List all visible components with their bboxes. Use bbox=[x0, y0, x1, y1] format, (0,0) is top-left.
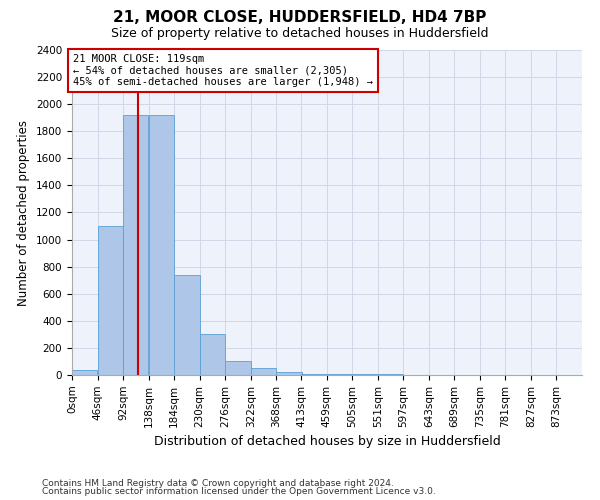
X-axis label: Distribution of detached houses by size in Huddersfield: Distribution of detached houses by size … bbox=[154, 435, 500, 448]
Text: Size of property relative to detached houses in Huddersfield: Size of property relative to detached ho… bbox=[111, 28, 489, 40]
Text: 21 MOOR CLOSE: 119sqm
← 54% of detached houses are smaller (2,305)
45% of semi-d: 21 MOOR CLOSE: 119sqm ← 54% of detached … bbox=[73, 54, 373, 88]
Bar bbox=[123, 115, 148, 375]
Bar bbox=[226, 362, 251, 375]
Y-axis label: Number of detached properties: Number of detached properties bbox=[17, 120, 31, 306]
Bar bbox=[200, 334, 225, 375]
Bar bbox=[378, 374, 403, 375]
Text: Contains public sector information licensed under the Open Government Licence v3: Contains public sector information licen… bbox=[42, 487, 436, 496]
Text: Contains HM Land Registry data © Crown copyright and database right 2024.: Contains HM Land Registry data © Crown c… bbox=[42, 478, 394, 488]
Text: 21, MOOR CLOSE, HUDDERSFIELD, HD4 7BP: 21, MOOR CLOSE, HUDDERSFIELD, HD4 7BP bbox=[113, 10, 487, 25]
Bar bbox=[98, 226, 123, 375]
Bar bbox=[352, 374, 377, 375]
Bar bbox=[149, 115, 174, 375]
Bar bbox=[251, 368, 276, 375]
Bar bbox=[301, 374, 326, 375]
Bar bbox=[72, 370, 97, 375]
Bar bbox=[277, 372, 302, 375]
Bar bbox=[327, 374, 352, 375]
Bar bbox=[174, 275, 199, 375]
